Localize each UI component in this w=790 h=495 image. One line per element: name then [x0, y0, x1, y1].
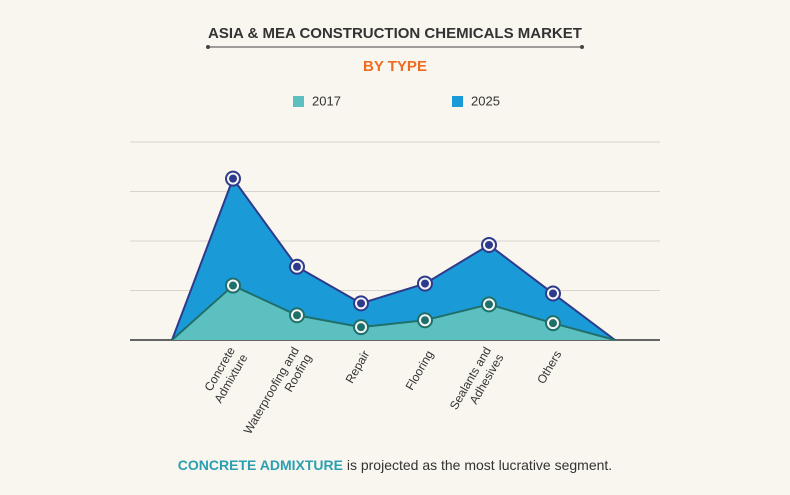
line: [171, 284, 616, 341]
point-core: [229, 174, 237, 183]
area: [172, 285, 615, 340]
point-core: [549, 319, 557, 328]
rule-dot: [580, 45, 584, 49]
point-core: [293, 311, 301, 320]
legend-label: 2017: [312, 93, 341, 108]
point-core: [293, 262, 301, 271]
rule-dot: [206, 45, 210, 49]
point-core: [485, 300, 493, 309]
legend-swatch: [452, 96, 463, 107]
point-core: [357, 299, 365, 308]
area: [172, 178, 615, 340]
footer-text: is projected as the most lucrative segme…: [343, 457, 612, 473]
legend-label: 2025: [471, 93, 500, 108]
legend-swatch: [293, 96, 304, 107]
line: [171, 176, 616, 341]
footer-highlight: CONCRETE ADMIXTURE: [178, 457, 343, 473]
point-core: [229, 281, 237, 290]
footer: CONCRETE ADMIXTURE is projected as the m…: [178, 457, 612, 473]
chart-subtitle: BY TYPE: [363, 58, 427, 75]
point-core: [357, 323, 365, 332]
point-core: [421, 279, 429, 288]
point-core: [485, 240, 493, 249]
point-core: [549, 289, 557, 298]
chart-title: ASIA & MEA CONSTRUCTION CHEMICALS MARKET: [208, 25, 582, 42]
point-core: [421, 316, 429, 325]
